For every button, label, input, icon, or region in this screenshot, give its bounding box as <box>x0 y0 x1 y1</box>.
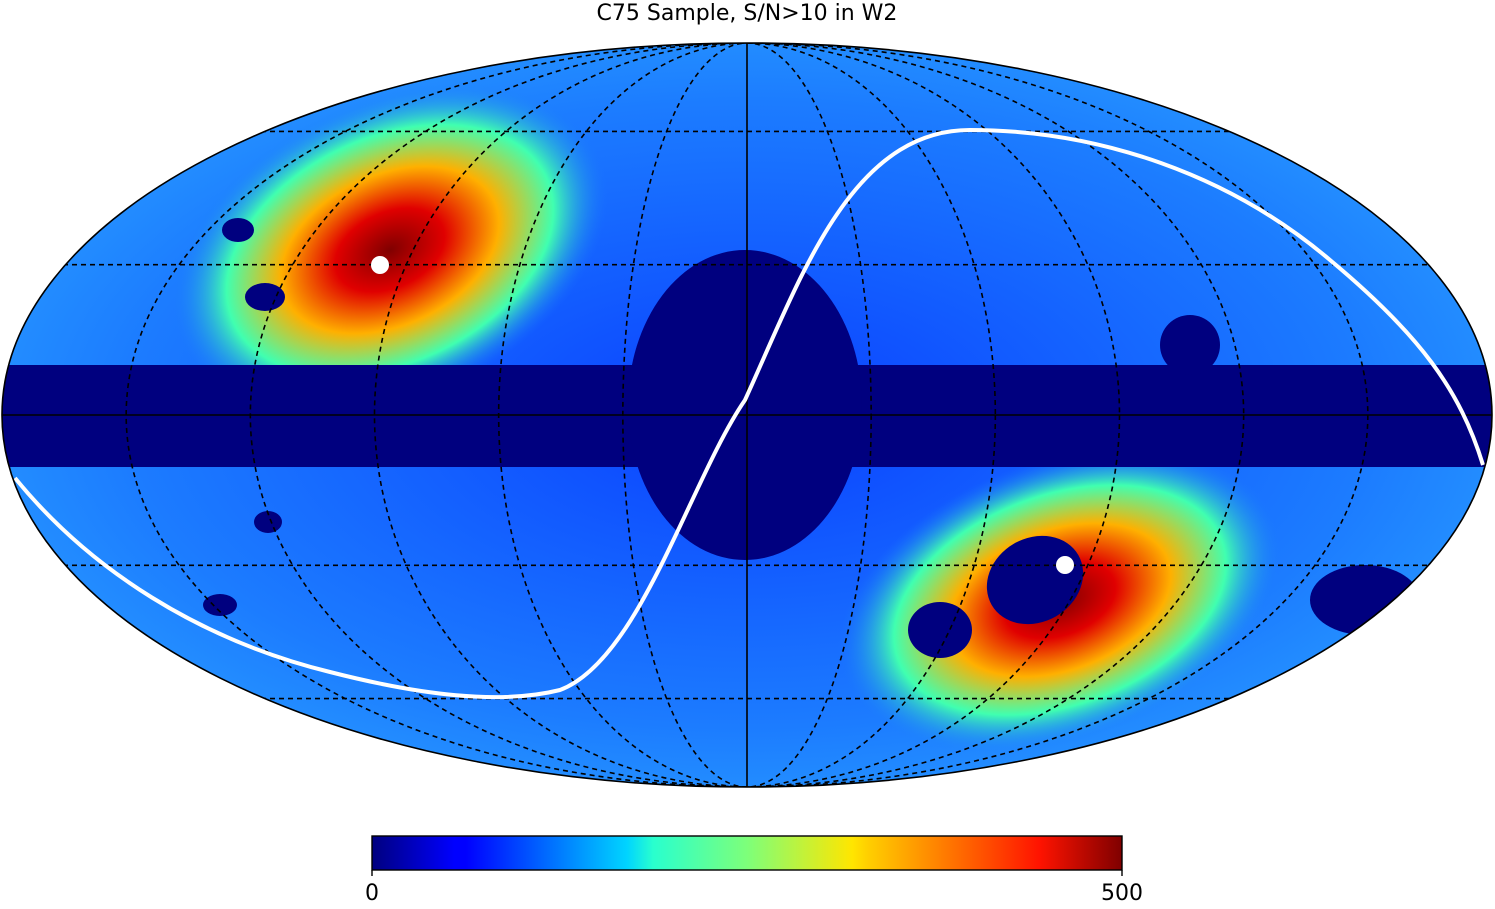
bulge-mask <box>628 250 862 560</box>
ecliptic-pole <box>371 256 389 274</box>
smc-mask <box>908 602 972 658</box>
colorbar-tick-label: 500 <box>1101 881 1143 905</box>
chart-title: C75 Sample, S/N>10 in W2 <box>597 1 898 26</box>
mask <box>1310 565 1420 635</box>
ecliptic <box>13 127 1485 700</box>
mask <box>1160 315 1220 375</box>
sky-map <box>2 43 1492 787</box>
lmc-mask <box>986 535 1084 625</box>
map-border <box>1 42 1493 788</box>
mask <box>222 218 254 242</box>
hot-region <box>172 82 608 418</box>
mask <box>203 594 237 616</box>
ecliptic-pole <box>1056 556 1074 574</box>
mask <box>245 283 285 311</box>
mask <box>254 511 282 533</box>
colorbar <box>371 835 1123 871</box>
colorbar-tick-label: 0 <box>365 881 379 905</box>
